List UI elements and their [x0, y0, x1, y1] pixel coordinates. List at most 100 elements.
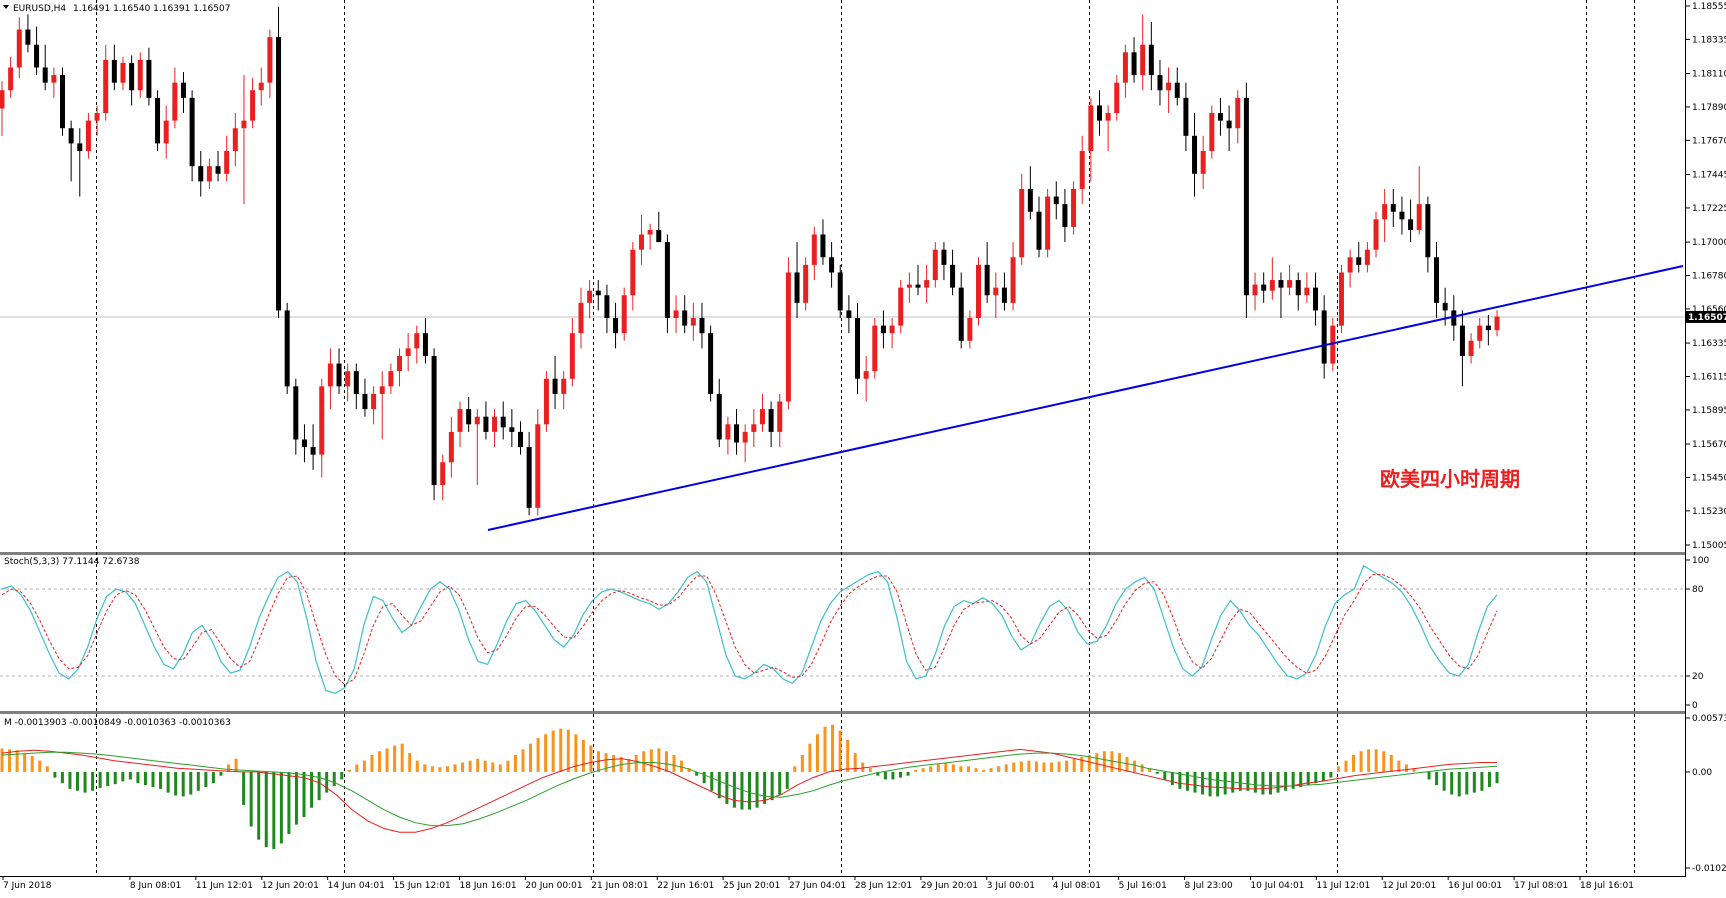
macd-bar	[838, 730, 842, 772]
macd-bar	[1057, 761, 1061, 772]
macd-bar	[249, 771, 253, 827]
candle-body	[621, 295, 627, 334]
price-tick-label: 1.15450	[1692, 473, 1726, 483]
macd-bar	[876, 771, 880, 776]
macd-bar	[725, 771, 729, 804]
candle-body	[1045, 196, 1051, 250]
macd-bar	[1065, 760, 1069, 772]
candle-body	[517, 431, 523, 448]
macd-bar	[166, 771, 170, 793]
macd-bar	[1321, 771, 1325, 782]
candle	[422, 318, 428, 364]
candle	[1373, 211, 1379, 258]
candle-body	[448, 431, 454, 463]
macd-bar	[1050, 762, 1054, 772]
macd-bar	[1465, 771, 1469, 795]
macd-bar	[400, 743, 404, 772]
macd-bar	[1027, 760, 1031, 772]
candle	[803, 257, 809, 311]
candle	[180, 72, 186, 114]
candle-body	[440, 462, 446, 486]
candle	[630, 242, 636, 311]
candle	[94, 105, 100, 136]
candle-body	[846, 310, 852, 319]
macd-bar	[468, 760, 472, 772]
candle-body	[880, 325, 886, 334]
dropdown-triangle-icon[interactable]	[3, 5, 9, 9]
candle	[474, 409, 480, 486]
macd-bar	[1344, 760, 1348, 772]
price-tick-label: 1.17445	[1692, 171, 1726, 181]
macd-bar	[1102, 751, 1106, 772]
macd-bar	[664, 751, 668, 772]
candle	[664, 234, 670, 334]
macd-bar	[1472, 771, 1476, 793]
candle-body	[1217, 113, 1223, 121]
candle	[1226, 105, 1232, 151]
macd-bar	[189, 771, 193, 795]
candle	[1036, 196, 1042, 258]
candle-body	[1235, 97, 1241, 129]
macd-bar	[113, 771, 117, 785]
candle-body	[0, 90, 5, 109]
macd-bar	[453, 764, 457, 772]
price-tick-label: 1.18555	[1692, 2, 1726, 12]
candle-body	[673, 310, 679, 319]
candle-body	[699, 318, 705, 334]
stoch-tick-label: 0	[1692, 701, 1698, 711]
candle	[915, 264, 921, 296]
candle-body	[85, 120, 91, 151]
candle-body	[146, 59, 152, 98]
macd-bar	[1329, 771, 1333, 778]
candle-body	[898, 287, 904, 326]
macd-bar	[272, 771, 276, 850]
macd-bar	[476, 758, 480, 772]
candle-body	[1019, 188, 1025, 258]
candle	[1364, 242, 1370, 273]
candle	[120, 56, 126, 91]
candle	[725, 416, 731, 455]
candle	[863, 355, 869, 402]
macd-bar	[294, 771, 298, 825]
macd-bar	[362, 760, 366, 772]
macd-bar	[1019, 761, 1023, 772]
candle	[1494, 310, 1500, 337]
stoch-signal-line	[1, 574, 1498, 686]
candle-body	[51, 75, 57, 83]
candle-body	[1408, 219, 1414, 230]
candle-body	[656, 229, 662, 243]
macd-bar	[15, 750, 19, 772]
candle	[336, 348, 342, 394]
chart-annotation: 欧美四小时周期	[1380, 467, 1520, 491]
macd-bar	[899, 771, 903, 778]
macd-bar	[1170, 771, 1174, 786]
candle	[301, 424, 307, 463]
macd-bar	[687, 768, 691, 772]
candle	[872, 318, 878, 379]
macd-bar	[959, 766, 963, 772]
time-tick-label: 17 Jul 08:01	[1514, 881, 1568, 891]
macd-bar	[1276, 771, 1280, 793]
candle	[1071, 181, 1077, 235]
candle-body	[293, 386, 299, 440]
candle-body	[1053, 196, 1059, 205]
macd-bar	[0, 748, 4, 772]
macd-bar	[1412, 768, 1416, 772]
candle-body	[578, 302, 584, 334]
time-tick-label: 29 Jun 20:01	[921, 881, 978, 891]
candle-body	[198, 166, 204, 182]
candle	[345, 363, 351, 402]
macd-bar	[853, 753, 857, 772]
macd-bar	[53, 771, 57, 778]
candle-body	[215, 166, 221, 174]
candle	[768, 401, 774, 448]
candle	[1321, 295, 1327, 379]
candle-body	[1269, 280, 1275, 291]
macd-bar	[151, 771, 155, 787]
macd-bar	[1253, 771, 1257, 793]
candle	[362, 378, 368, 417]
candle-body	[206, 166, 212, 182]
candle	[16, 17, 22, 79]
